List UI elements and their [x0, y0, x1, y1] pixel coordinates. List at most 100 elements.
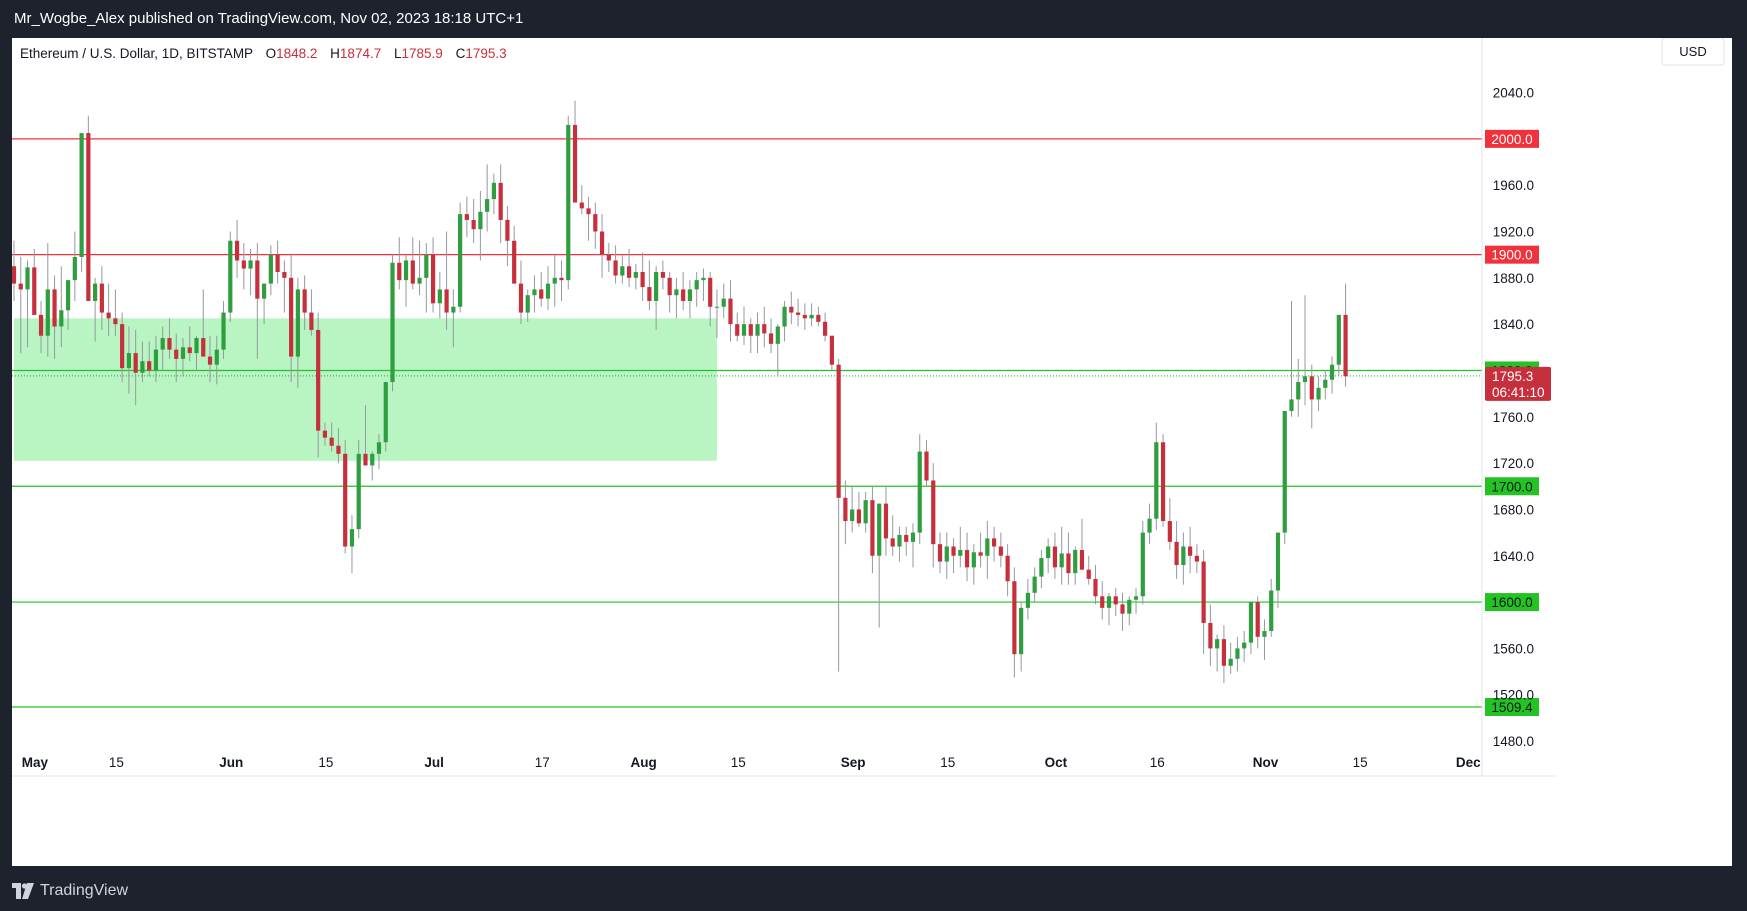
candle[interactable] — [1329, 356, 1335, 394]
candle[interactable] — [593, 202, 598, 249]
candle[interactable] — [748, 318, 753, 354]
candle[interactable] — [863, 492, 868, 533]
candle[interactable] — [1343, 283, 1348, 387]
candle[interactable] — [437, 272, 442, 319]
candle[interactable] — [363, 405, 368, 466]
candle[interactable] — [126, 326, 132, 394]
candle[interactable] — [25, 260, 30, 348]
candle[interactable] — [221, 300, 226, 359]
candlestick-chart[interactable]: 2000.01900.01800.01700.01600.01509.41795… — [11, 37, 1732, 866]
candle[interactable] — [572, 100, 578, 203]
candle[interactable] — [647, 260, 652, 311]
candle[interactable] — [349, 515, 355, 574]
candle[interactable] — [45, 243, 50, 357]
candle[interactable] — [295, 277, 300, 388]
candle[interactable] — [1133, 588, 1139, 614]
candle[interactable] — [721, 283, 726, 319]
candle[interactable] — [1181, 532, 1186, 585]
candle[interactable] — [1221, 625, 1227, 684]
chart-area[interactable]: 2000.01900.01800.01700.01600.01509.41795… — [11, 37, 1732, 866]
candle[interactable] — [762, 306, 767, 348]
candle[interactable] — [38, 300, 44, 354]
candle[interactable] — [180, 338, 186, 377]
candle[interactable] — [917, 434, 922, 545]
candle[interactable] — [1323, 370, 1328, 400]
candle[interactable] — [1005, 544, 1010, 597]
candle[interactable] — [674, 277, 679, 319]
candle[interactable] — [120, 312, 125, 383]
candle[interactable] — [802, 303, 807, 330]
candle[interactable] — [768, 318, 774, 354]
candle[interactable] — [201, 289, 206, 357]
candle[interactable] — [79, 133, 84, 273]
candle[interactable] — [532, 275, 537, 313]
candle[interactable] — [728, 280, 733, 342]
candle[interactable] — [998, 532, 1003, 568]
candle[interactable] — [228, 231, 233, 322]
candle[interactable] — [633, 263, 638, 290]
candle[interactable] — [383, 382, 388, 452]
candle[interactable] — [1255, 596, 1260, 649]
candle[interactable] — [958, 526, 963, 568]
candle[interactable] — [944, 532, 949, 579]
currency-button[interactable]: USD — [1661, 37, 1725, 66]
candle[interactable] — [1275, 532, 1281, 608]
candle[interactable] — [207, 335, 213, 383]
candle[interactable] — [167, 318, 172, 359]
candle[interactable] — [329, 422, 334, 452]
candle[interactable] — [1289, 300, 1294, 417]
candle[interactable] — [809, 303, 814, 327]
candle[interactable] — [451, 289, 456, 348]
candle[interactable] — [174, 333, 179, 383]
candle[interactable] — [485, 164, 490, 232]
candle[interactable] — [924, 439, 929, 487]
candle[interactable] — [1316, 376, 1321, 411]
footer-brand[interactable]: TradingView — [12, 876, 128, 906]
candle[interactable] — [316, 312, 321, 458]
candle[interactable] — [843, 480, 848, 545]
candle[interactable] — [586, 196, 591, 241]
candle[interactable] — [1282, 411, 1287, 545]
candle[interactable] — [248, 248, 253, 296]
candle[interactable] — [464, 196, 469, 238]
candle[interactable] — [579, 185, 584, 215]
candle[interactable] — [775, 324, 780, 377]
candle[interactable] — [113, 289, 118, 336]
candle[interactable] — [133, 329, 138, 406]
candle[interactable] — [971, 544, 976, 585]
candle[interactable] — [160, 326, 165, 371]
candle[interactable] — [424, 243, 429, 313]
candle[interactable] — [1309, 364, 1314, 429]
candle[interactable] — [18, 256, 23, 354]
candle[interactable] — [904, 526, 909, 556]
candle[interactable] — [322, 422, 328, 446]
candle[interactable] — [883, 486, 889, 556]
candle[interactable] — [660, 260, 665, 290]
candle[interactable] — [687, 280, 693, 319]
candle[interactable] — [397, 237, 402, 290]
candle[interactable] — [153, 335, 159, 383]
candle[interactable] — [59, 266, 64, 348]
candle[interactable] — [1012, 567, 1017, 678]
candle[interactable] — [498, 164, 503, 244]
candle[interactable] — [491, 173, 497, 215]
candle[interactable] — [877, 503, 882, 628]
candle[interactable] — [1140, 521, 1145, 605]
candle[interactable] — [72, 231, 77, 301]
candle[interactable] — [343, 439, 348, 554]
candle[interactable] — [99, 266, 104, 330]
candle[interactable] — [823, 312, 828, 342]
candle[interactable] — [65, 280, 71, 330]
candle[interactable] — [86, 115, 91, 301]
candle[interactable] — [1025, 578, 1030, 620]
candle[interactable] — [140, 341, 145, 383]
candle[interactable] — [261, 283, 267, 325]
candle[interactable] — [829, 335, 834, 371]
candle[interactable] — [1154, 422, 1159, 531]
candle[interactable] — [376, 434, 382, 469]
candle[interactable] — [1242, 631, 1247, 663]
candle[interactable] — [870, 486, 875, 574]
candle[interactable] — [52, 275, 57, 359]
candle[interactable] — [735, 312, 740, 342]
candle[interactable] — [234, 219, 240, 278]
